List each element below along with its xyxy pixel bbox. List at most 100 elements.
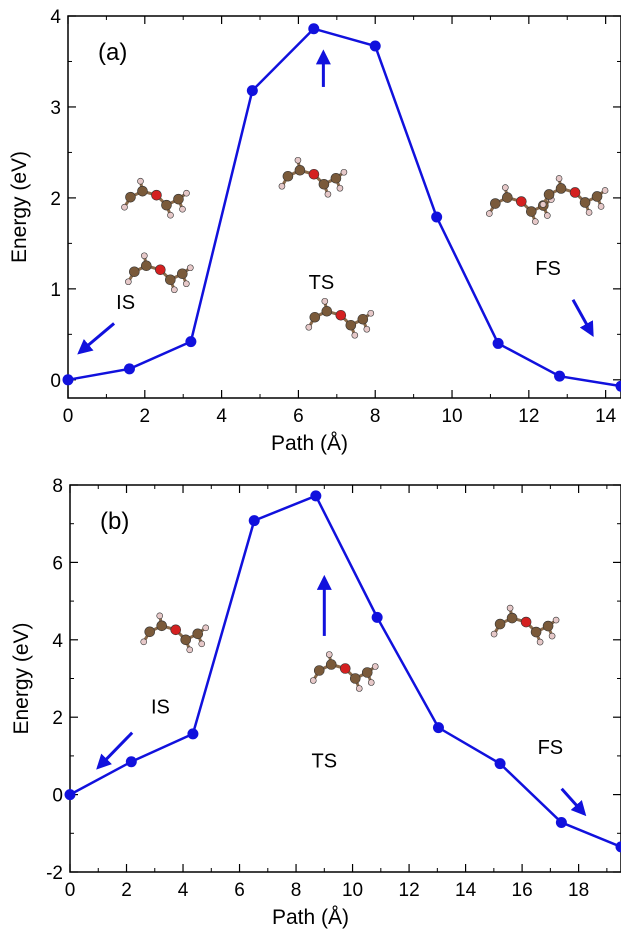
molecule-atom [544, 189, 554, 199]
state-label-ts: TS [312, 751, 338, 773]
data-point [65, 789, 76, 800]
x-tick-label: 4 [216, 406, 227, 427]
molecule-atom [490, 199, 500, 209]
molecule-atom [368, 680, 374, 686]
y-tick-label: -2 [46, 863, 63, 884]
molecule-atom [570, 187, 580, 197]
y-tick-label: 4 [50, 7, 61, 28]
molecule-atom [171, 287, 177, 293]
molecule-atom [187, 265, 193, 271]
state-label-is: IS [116, 292, 135, 314]
molecule-atom [187, 647, 193, 653]
data-point [308, 23, 319, 34]
molecule-atom [322, 306, 332, 316]
data-point [433, 722, 444, 733]
molecule-structure [491, 605, 559, 645]
state-label-is: IS [151, 696, 170, 718]
molecule-atom [356, 686, 362, 692]
y-axis-label: Energy (eV) [8, 151, 31, 263]
molecule-structure [279, 157, 347, 197]
molecule-atom [553, 617, 559, 623]
molecule-atom [314, 666, 324, 676]
molecule-atom [592, 191, 602, 201]
molecule-atom [526, 207, 536, 217]
y-tick-label: 0 [52, 786, 63, 807]
x-tick-label: 0 [65, 880, 76, 901]
plot-frame [70, 485, 621, 872]
y-axis-label: Energy (eV) [10, 622, 33, 734]
y-tick-label: 1 [50, 280, 61, 301]
data-point [185, 336, 196, 347]
data-point [63, 374, 74, 385]
molecule-atom [516, 197, 526, 207]
x-axis-label: Path (Å) [272, 906, 349, 929]
x-tick-label: 0 [63, 406, 74, 427]
molecule-atom [507, 605, 513, 611]
molecule-atom [319, 179, 329, 189]
molecule-atom [502, 185, 508, 191]
panel-label: (a) [98, 39, 127, 66]
data-point [556, 817, 567, 828]
data-point [247, 85, 258, 96]
molecule-atom [341, 169, 347, 175]
y-tick-label: 4 [52, 631, 63, 652]
molecule-atom [491, 631, 497, 637]
x-tick-label: 16 [512, 880, 533, 901]
molecule-structure [141, 613, 209, 653]
molecule-atom [129, 267, 139, 277]
data-point [431, 212, 442, 223]
molecule-atom [336, 310, 346, 320]
molecule-structure [540, 175, 608, 215]
x-tick-label: 4 [178, 880, 189, 901]
molecule-atom [203, 625, 209, 631]
molecule-atom [531, 627, 541, 637]
molecule-atom [586, 209, 592, 215]
data-point [616, 841, 621, 852]
molecule-atom [532, 219, 538, 225]
y-tick-label: 6 [52, 553, 63, 574]
molecule-atom [549, 633, 555, 639]
state-label-ts: TS [309, 272, 335, 294]
molecule-atom [502, 193, 512, 203]
molecule-atom [125, 192, 135, 202]
molecule-atom [165, 275, 175, 285]
data-point [554, 371, 565, 382]
x-axis-label: Path (Å) [271, 432, 348, 455]
molecule-atom [358, 314, 368, 324]
molecule-atom [540, 201, 546, 207]
molecule-atom [161, 200, 171, 210]
arrow [562, 789, 585, 814]
molecule-atom [177, 269, 187, 279]
data-point [370, 41, 381, 52]
molecule-atom [183, 190, 189, 196]
molecule-atom [310, 678, 316, 684]
molecule-atom [350, 674, 360, 684]
y-tick-label: 0 [50, 371, 61, 392]
molecule-atom [306, 324, 312, 330]
x-tick-label: 14 [455, 880, 477, 901]
molecule-atom [337, 185, 343, 191]
molecule-atom [507, 613, 517, 623]
molecule-atom [352, 332, 358, 338]
molecule-atom [364, 326, 370, 332]
molecule-structure [121, 178, 189, 218]
molecule-atom [598, 203, 604, 209]
molecule-atom [121, 204, 127, 210]
molecule-atom [141, 261, 151, 271]
molecule-atom [283, 171, 293, 181]
molecule-atom [495, 619, 505, 629]
arrow [80, 323, 115, 352]
molecule-atom [325, 191, 331, 197]
state-label-fs: FS [538, 737, 564, 759]
x-tick-label: 12 [518, 406, 539, 427]
molecule-atom [486, 211, 492, 217]
molecule-atom [199, 641, 205, 647]
molecule-atom [193, 629, 203, 639]
data-point [372, 612, 383, 623]
molecule-atom [537, 639, 543, 645]
molecule-atom [340, 664, 350, 674]
molecule-atom [580, 197, 590, 207]
